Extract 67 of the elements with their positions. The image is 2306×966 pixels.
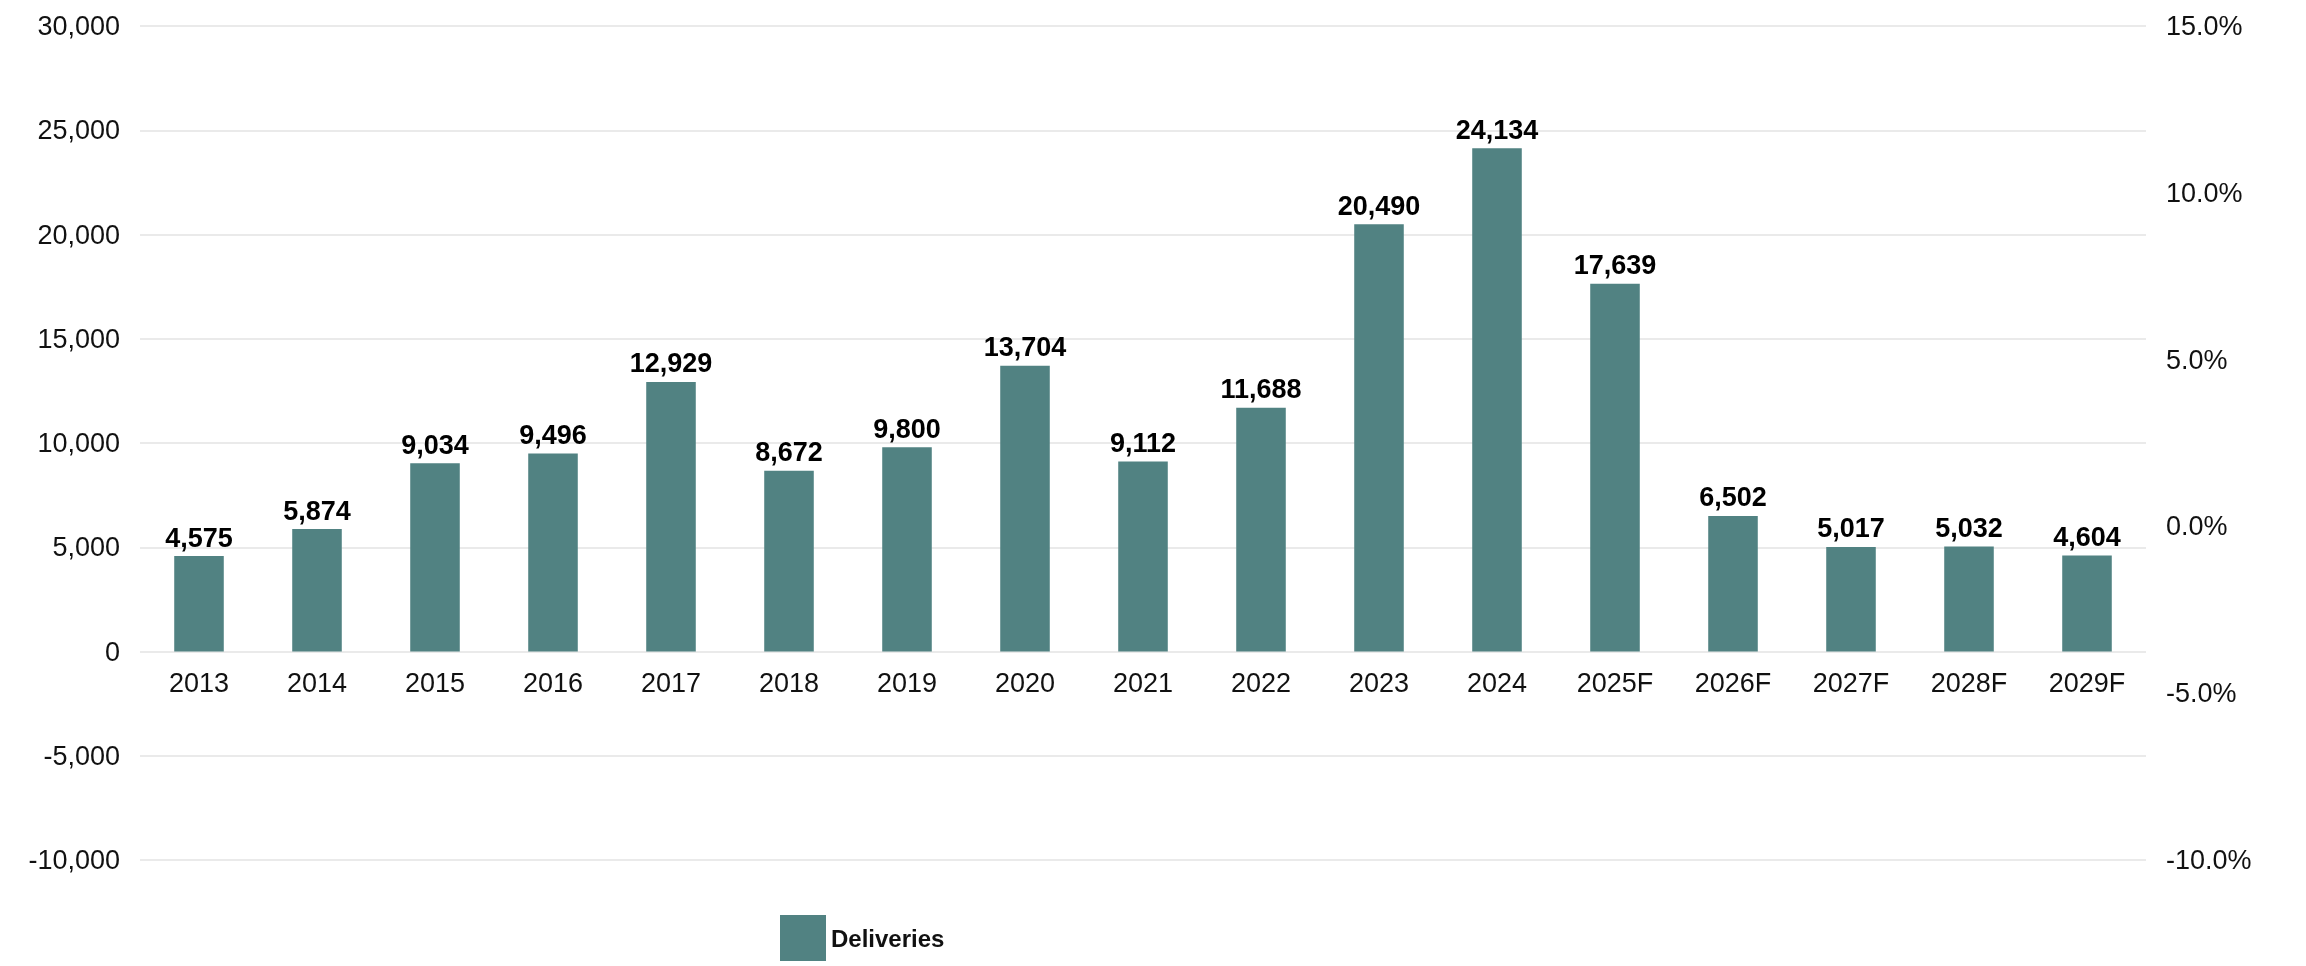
bar bbox=[2062, 555, 2112, 652]
data-label: 5,017 bbox=[1817, 513, 1885, 544]
x-tick-label: 2023 bbox=[1348, 668, 1410, 698]
bar bbox=[1590, 283, 1640, 652]
x-tick-label: 2020 bbox=[994, 668, 1056, 698]
bar bbox=[1354, 224, 1404, 652]
bar bbox=[1472, 148, 1522, 652]
y-tick-label: 15,000 bbox=[37, 323, 120, 354]
x-tick-label: 2029F bbox=[2048, 668, 2126, 698]
x-tick-label: 2022 bbox=[1230, 668, 1292, 698]
y-tick-label: 30,000 bbox=[37, 11, 120, 41]
bar bbox=[1826, 546, 1876, 652]
x-tick-label: 2017 bbox=[640, 668, 702, 698]
bar bbox=[174, 556, 224, 652]
y-tick-label: 0 bbox=[104, 636, 120, 667]
data-label: 5,874 bbox=[283, 495, 351, 526]
bar bbox=[1000, 365, 1050, 652]
data-label: 5,032 bbox=[1935, 513, 2003, 544]
y-tick-label: 20,000 bbox=[37, 219, 120, 250]
data-label: 24,134 bbox=[1455, 114, 1539, 145]
data-label: 9,034 bbox=[401, 429, 469, 460]
bar bbox=[764, 470, 814, 652]
data-label: 9,496 bbox=[519, 420, 587, 451]
x-tick-label: 2027F bbox=[1812, 668, 1890, 698]
x-tick-label: 2014 bbox=[286, 668, 348, 698]
x-tick-label: 2016 bbox=[522, 668, 584, 698]
bar bbox=[882, 447, 932, 652]
bar bbox=[1708, 515, 1758, 652]
data-label: 20,490 bbox=[1337, 190, 1421, 221]
y-tick-label: 25,000 bbox=[37, 115, 120, 146]
y2-tick-label: -10.0% bbox=[2166, 845, 2252, 875]
data-label: 4,604 bbox=[2053, 522, 2121, 553]
bar bbox=[1236, 407, 1286, 652]
data-label: 9,800 bbox=[873, 413, 941, 444]
y2-tick-label: 5.0% bbox=[2166, 344, 2228, 375]
x-tick-label: 2026F bbox=[1694, 668, 1772, 698]
y2-tick-label: 0.0% bbox=[2166, 511, 2228, 542]
data-label: 9,112 bbox=[1109, 428, 1177, 459]
x-tick-label: 2021 bbox=[1112, 668, 1174, 698]
y-tick-label: 10,000 bbox=[37, 428, 120, 458]
x-tick-label: 2015 bbox=[404, 668, 466, 698]
bar bbox=[646, 381, 696, 652]
data-label: 11,688 bbox=[1220, 374, 1302, 405]
x-tick-label: 2028F bbox=[1930, 668, 2008, 698]
bar bbox=[410, 463, 460, 652]
y-tick-label: 5,000 bbox=[52, 532, 120, 563]
data-label: 8,672 bbox=[755, 437, 823, 468]
y-tick-label: -10,000 bbox=[28, 845, 120, 875]
x-tick-label: 2013 bbox=[168, 668, 230, 698]
data-label: 13,704 bbox=[983, 332, 1067, 363]
bar bbox=[292, 529, 342, 652]
bar bbox=[1944, 546, 1994, 652]
data-label: 17,639 bbox=[1573, 250, 1657, 281]
y2-tick-label: 10.0% bbox=[2166, 177, 2243, 208]
bar bbox=[1118, 461, 1168, 652]
y2-tick-label: -5.0% bbox=[2166, 678, 2237, 709]
legend-label: Deliveries bbox=[831, 924, 945, 952]
x-tick-label: 2018 bbox=[758, 668, 820, 698]
x-tick-label: 2019 bbox=[876, 668, 938, 698]
y-tick-label: -5,000 bbox=[43, 740, 120, 771]
data-label: 4,575 bbox=[165, 522, 233, 553]
data-label: 12,929 bbox=[629, 348, 713, 379]
x-tick-label: 2024 bbox=[1466, 668, 1528, 698]
x-tick-label: 2025F bbox=[1576, 668, 1654, 698]
data-label: 6,502 bbox=[1699, 482, 1767, 513]
bar bbox=[528, 453, 578, 652]
y2-tick-label: 15.0% bbox=[2166, 11, 2243, 41]
